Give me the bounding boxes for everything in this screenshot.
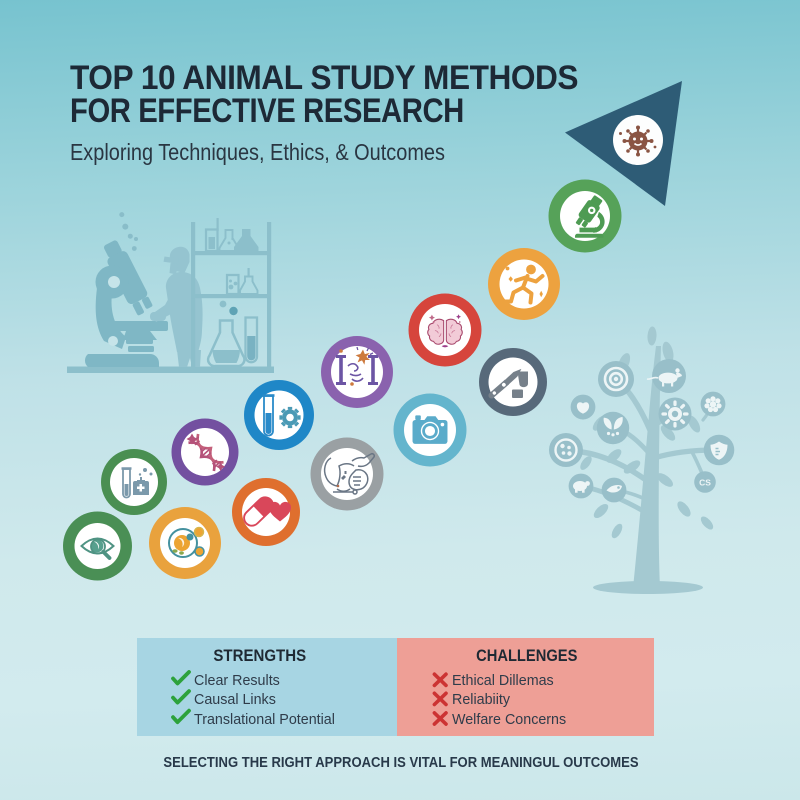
svg-text:CS: CS — [699, 477, 711, 487]
